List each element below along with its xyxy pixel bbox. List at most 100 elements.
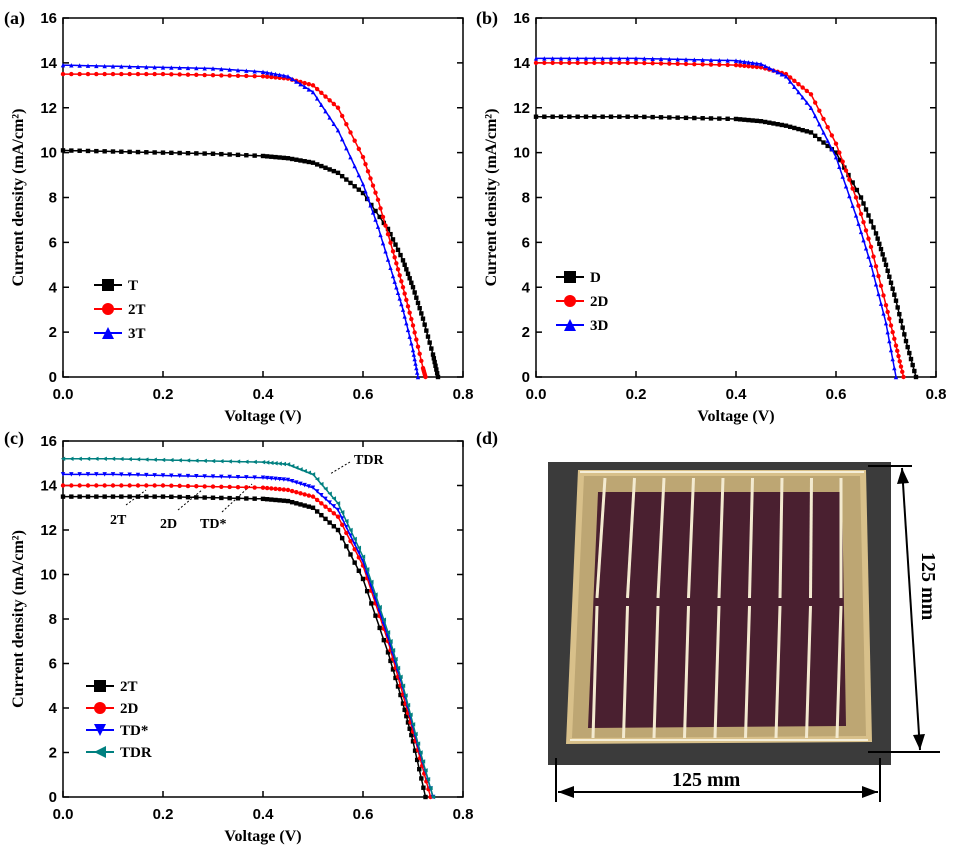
data-point <box>405 271 411 276</box>
data-point <box>825 124 830 130</box>
data-point <box>420 316 426 321</box>
data-point <box>260 69 266 75</box>
series-line-3T <box>62 64 419 378</box>
data-point <box>592 56 597 61</box>
data-point <box>567 114 572 119</box>
data-point <box>375 197 381 202</box>
data-point <box>302 84 307 90</box>
data-point <box>169 473 174 478</box>
data-point <box>194 72 199 78</box>
data-point <box>335 105 341 110</box>
data-point <box>356 545 362 550</box>
series-TDR <box>60 456 436 800</box>
grid-finger-bottom <box>652 605 660 739</box>
data-point <box>370 210 376 215</box>
data-point <box>725 116 730 121</box>
data-point <box>746 117 751 123</box>
data-point <box>323 496 328 502</box>
data-point <box>310 505 316 510</box>
data-point <box>94 472 99 477</box>
grid-finger-bottom <box>622 605 629 739</box>
data-point <box>633 56 639 61</box>
data-point <box>575 56 580 61</box>
data-point <box>352 138 357 143</box>
data-point <box>185 72 191 77</box>
data-point <box>219 459 224 464</box>
data-point <box>298 81 303 87</box>
data-point <box>302 468 307 474</box>
legend-marker <box>102 303 114 315</box>
data-point <box>558 60 564 66</box>
data-point <box>352 560 357 565</box>
data-point <box>843 168 849 173</box>
data-point <box>394 285 399 290</box>
data-point <box>903 338 909 344</box>
data-point <box>285 477 291 483</box>
data-point <box>177 65 182 70</box>
data-point <box>412 748 418 753</box>
data-point <box>863 207 869 212</box>
data-point <box>533 60 539 66</box>
data-point <box>306 81 312 87</box>
data-point <box>400 683 406 688</box>
data-point <box>69 63 74 68</box>
data-point <box>219 66 224 72</box>
x-tick-label: 0.6 <box>353 806 374 823</box>
data-point <box>177 150 182 156</box>
data-point <box>60 483 66 488</box>
data-point <box>800 127 805 133</box>
series-2T <box>60 494 428 800</box>
data-point <box>873 282 879 287</box>
data-point <box>160 483 166 488</box>
data-point <box>812 113 818 119</box>
data-point <box>69 494 74 499</box>
data-point <box>434 371 440 376</box>
data-point <box>394 261 399 266</box>
data-point <box>285 487 291 493</box>
legend-item-D: D <box>556 270 601 286</box>
annotation-tdr: TDR <box>329 453 384 475</box>
x-tick-label: 0.4 <box>253 806 275 823</box>
data-point <box>882 257 887 262</box>
data-point <box>344 518 349 524</box>
data-point <box>269 476 274 481</box>
panel-d-label: (d) <box>476 428 498 449</box>
data-point <box>110 494 116 499</box>
data-point <box>423 374 428 380</box>
data-point <box>808 92 814 97</box>
data-point <box>77 71 82 77</box>
data-point <box>360 181 366 187</box>
data-point <box>294 157 299 162</box>
y-tick-label: 14 <box>40 478 57 495</box>
data-point <box>85 63 91 68</box>
data-point <box>102 483 107 488</box>
data-point <box>314 509 320 514</box>
grid-finger-top <box>809 477 813 599</box>
grid-finger-top <box>748 477 754 599</box>
data-point <box>388 240 393 245</box>
data-point <box>733 62 739 68</box>
y-tick-label: 6 <box>49 656 57 673</box>
legend-label: T <box>128 278 138 294</box>
data-point <box>409 732 414 738</box>
series-line-2T <box>63 73 427 378</box>
data-point <box>407 276 412 281</box>
data-point <box>377 604 382 610</box>
data-point <box>335 507 341 513</box>
data-point <box>344 122 349 127</box>
data-point <box>417 766 422 772</box>
data-point <box>388 658 393 664</box>
data-point <box>348 130 353 135</box>
data-point <box>348 527 353 533</box>
data-point <box>642 56 647 61</box>
data-point <box>395 267 401 272</box>
data-point <box>423 794 428 800</box>
data-point <box>102 456 107 461</box>
data-point <box>227 67 232 72</box>
data-point <box>395 665 401 671</box>
data-point <box>310 83 316 88</box>
data-point <box>194 495 199 500</box>
data-point <box>352 184 357 189</box>
data-point <box>393 656 398 662</box>
data-point <box>310 160 316 165</box>
